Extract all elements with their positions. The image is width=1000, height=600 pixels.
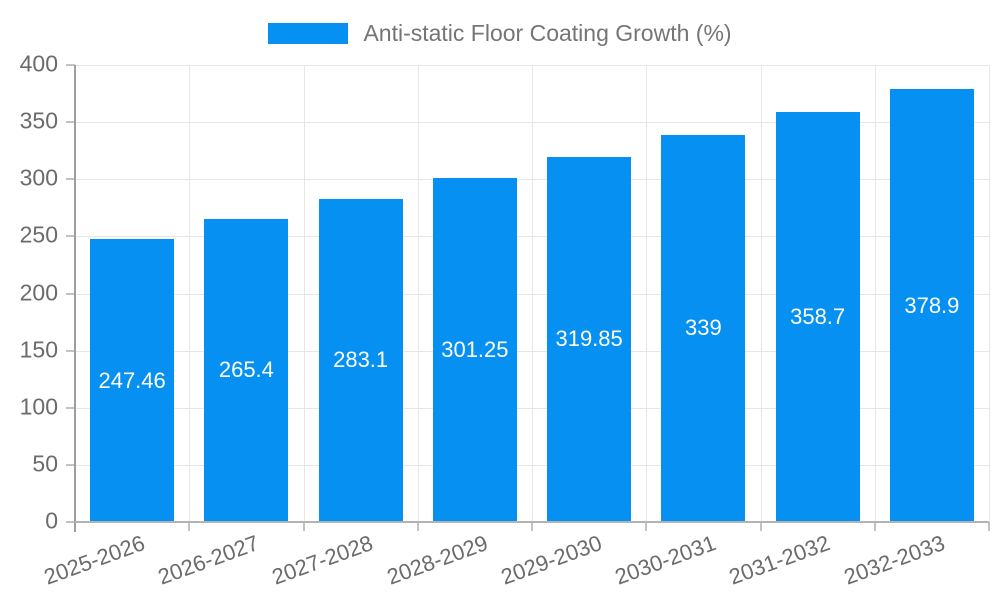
bar-value-label: 339 (685, 315, 722, 341)
y-axis-tick (66, 521, 75, 523)
x-axis-label: 2030-2031 (611, 530, 720, 590)
legend-swatch-icon (268, 22, 349, 44)
y-axis-label: 350 (19, 107, 58, 134)
y-axis-label: 50 (32, 450, 58, 477)
gridline-vertical (760, 65, 762, 522)
bar-value-label: 319.85 (555, 326, 623, 352)
x-axis-label: 2028-2029 (383, 530, 491, 590)
x-axis-label: 2032-2033 (840, 530, 948, 590)
bar-value-label: 358.7 (790, 304, 846, 330)
y-axis-tick (66, 463, 75, 466)
y-axis-tick (66, 349, 75, 352)
gridline-vertical (303, 65, 305, 522)
bar-2031-2032[interactable]: 358.7 (775, 112, 860, 522)
x-axis-label: 2025-2026 (40, 530, 148, 590)
gridline-vertical (189, 65, 191, 522)
y-axis-tick (66, 121, 75, 124)
bar-2032-2033[interactable]: 378.9 (889, 89, 974, 522)
bar-value-label: 283.1 (333, 347, 389, 373)
y-axis-label: 400 (19, 50, 58, 77)
x-axis-label: 2027-2028 (269, 530, 377, 590)
y-axis-tick (66, 178, 75, 181)
bar-2026-2027[interactable]: 265.4 (204, 218, 289, 522)
y-axis-line (74, 65, 76, 532)
bar-value-label: 301.25 (441, 336, 509, 362)
y-axis-label: 300 (19, 164, 58, 191)
y-axis-label: 0 (45, 507, 58, 534)
bar-2027-2028[interactable]: 283.1 (318, 198, 403, 522)
x-axis-tick (416, 522, 419, 531)
gridline-vertical (989, 65, 990, 522)
x-axis-tick (873, 522, 876, 531)
x-axis-tick (759, 522, 762, 531)
y-axis-tick (66, 64, 75, 66)
x-axis-tick (531, 522, 533, 531)
y-axis-tick (66, 406, 75, 409)
bar-2028-2029[interactable]: 301.25 (432, 177, 517, 522)
x-axis-label: 2031-2032 (726, 530, 834, 590)
y-axis-label: 250 (19, 221, 58, 248)
x-axis-label: 2026-2027 (154, 530, 263, 590)
y-axis-label: 200 (19, 279, 58, 306)
bar-value-label: 378.9 (904, 292, 960, 318)
x-axis-tick (988, 522, 990, 531)
bar-value-label: 247.46 (98, 367, 166, 393)
gridline-vertical (532, 65, 533, 522)
gridline-vertical (646, 65, 648, 522)
bar-value-label: 265.4 (218, 357, 274, 383)
y-axis-label: 150 (19, 336, 58, 363)
x-axis-tick (645, 522, 648, 531)
x-axis-tick (188, 522, 191, 531)
gridline-vertical (417, 65, 419, 522)
chart-legend[interactable]: Anti-static Floor Coating Growth (%) (0, 12, 1000, 54)
y-axis-label: 100 (19, 393, 58, 420)
bar-2025-2026[interactable]: 247.46 (90, 239, 175, 522)
bar-2029-2030[interactable]: 319.85 (547, 156, 632, 522)
y-axis-tick (66, 292, 75, 295)
x-axis-line (75, 521, 989, 523)
x-axis-label: 2029-2030 (497, 530, 605, 590)
gridline-vertical (874, 65, 876, 522)
y-axis-tick (66, 235, 75, 238)
legend-label: Anti-static Floor Coating Growth (%) (363, 19, 732, 46)
bar-2030-2031[interactable]: 339 (661, 134, 746, 522)
x-axis-tick (302, 522, 305, 531)
